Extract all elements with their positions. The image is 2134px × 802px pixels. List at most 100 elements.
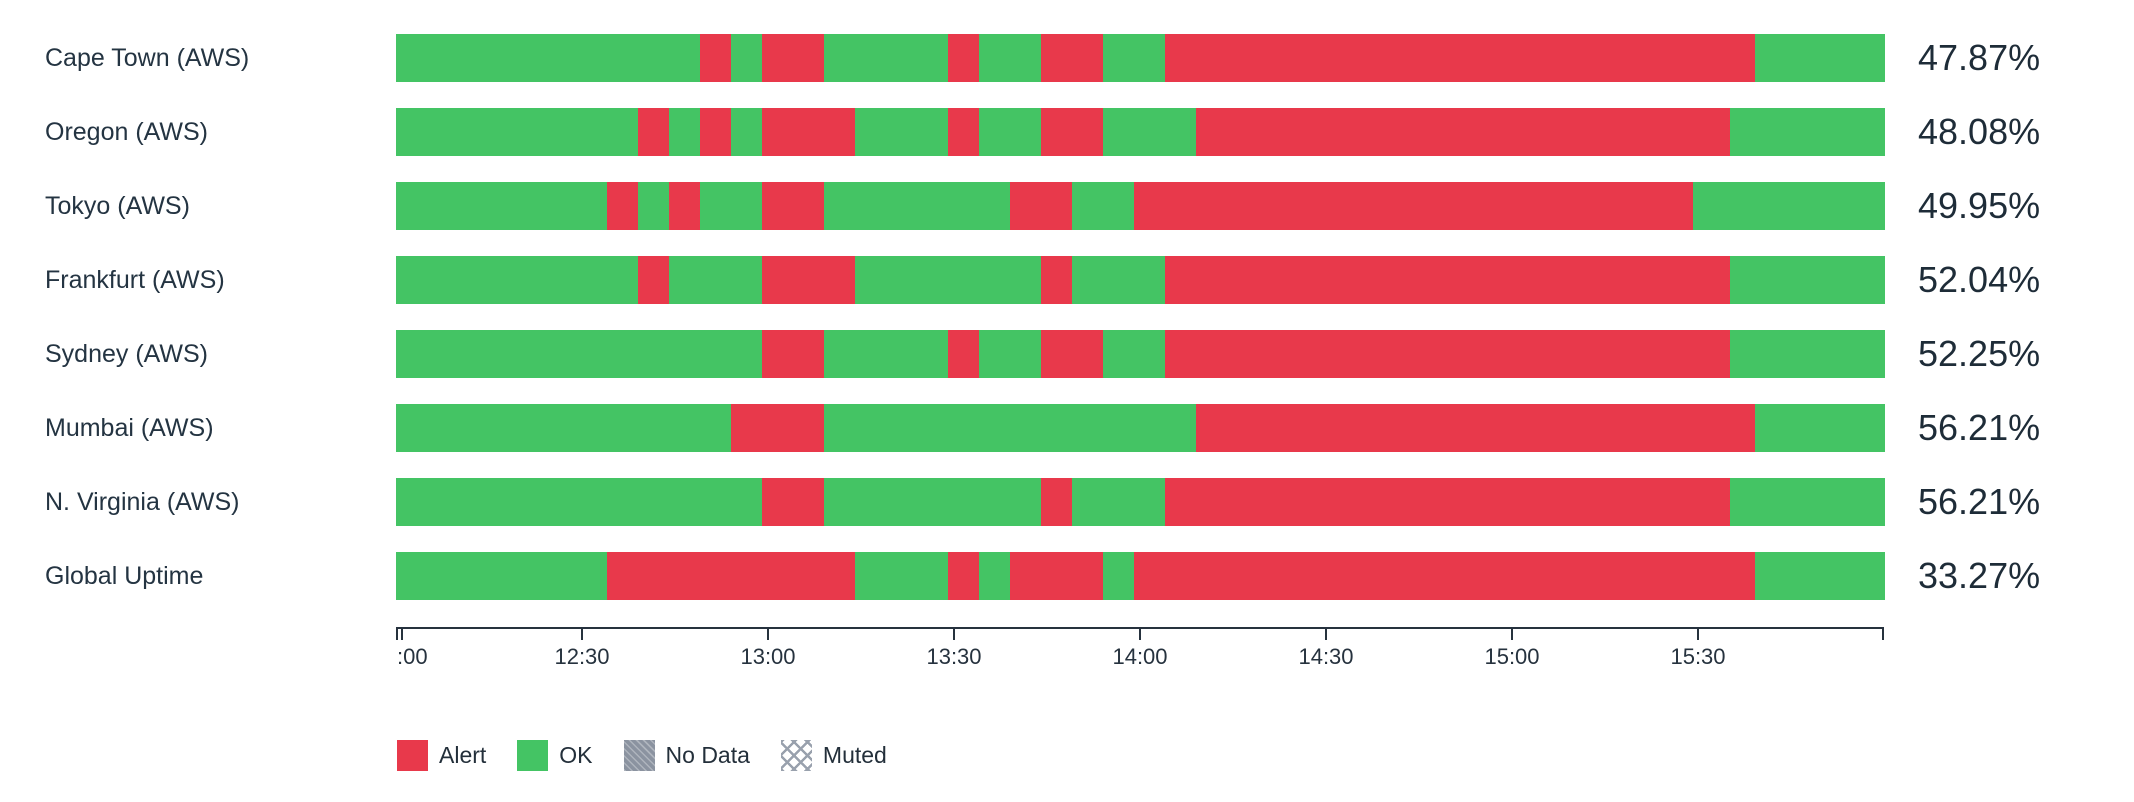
status-segment-alert[interactable] bbox=[606, 552, 856, 600]
status-segment-alert[interactable] bbox=[637, 108, 669, 156]
status-timeline-bar[interactable] bbox=[396, 478, 1885, 526]
status-segment-alert[interactable] bbox=[762, 330, 825, 378]
status-segment-ok[interactable] bbox=[1754, 404, 1885, 452]
status-timeline-bar[interactable] bbox=[396, 256, 1885, 304]
axis-tick bbox=[1325, 627, 1327, 640]
legend-item-muted[interactable]: Muted bbox=[780, 740, 887, 771]
status-segment-ok[interactable] bbox=[1729, 478, 1885, 526]
axis-tick-label: 14:30 bbox=[1298, 644, 1354, 669]
status-segment-ok[interactable] bbox=[979, 552, 1011, 600]
status-segment-ok[interactable] bbox=[396, 108, 638, 156]
status-segment-ok[interactable] bbox=[1692, 182, 1885, 230]
status-segment-ok[interactable] bbox=[855, 108, 949, 156]
status-segment-ok[interactable] bbox=[668, 256, 763, 304]
status-segment-alert[interactable] bbox=[762, 108, 856, 156]
status-segment-ok[interactable] bbox=[1754, 552, 1885, 600]
status-segment-alert[interactable] bbox=[700, 34, 732, 82]
status-timeline-bar[interactable] bbox=[396, 404, 1885, 452]
status-segment-alert[interactable] bbox=[1041, 330, 1104, 378]
status-segment-ok[interactable] bbox=[1072, 478, 1166, 526]
status-segment-alert[interactable] bbox=[637, 256, 669, 304]
row-label: Mumbai (AWS) bbox=[45, 413, 214, 442]
axis-tick-label: 13:30 bbox=[926, 644, 982, 669]
status-segment-alert[interactable] bbox=[606, 182, 638, 230]
status-segment-ok[interactable] bbox=[1103, 108, 1197, 156]
status-segment-ok[interactable] bbox=[824, 182, 1011, 230]
status-segment-ok[interactable] bbox=[396, 182, 607, 230]
status-segment-ok[interactable] bbox=[855, 552, 949, 600]
status-segment-alert[interactable] bbox=[948, 34, 980, 82]
status-segment-ok[interactable] bbox=[824, 404, 1197, 452]
axis-tick bbox=[1697, 627, 1699, 640]
status-segment-ok[interactable] bbox=[396, 404, 732, 452]
status-timeline-bar[interactable] bbox=[396, 330, 1885, 378]
status-segment-alert[interactable] bbox=[1165, 34, 1755, 82]
status-segment-ok[interactable] bbox=[979, 108, 1042, 156]
status-segment-alert[interactable] bbox=[1134, 182, 1693, 230]
status-segment-alert[interactable] bbox=[762, 182, 825, 230]
axis-tick bbox=[767, 627, 769, 640]
status-segment-alert[interactable] bbox=[948, 330, 980, 378]
axis-tick bbox=[953, 627, 955, 640]
status-segment-alert[interactable] bbox=[762, 478, 825, 526]
status-segment-alert[interactable] bbox=[1134, 552, 1755, 600]
status-segment-ok[interactable] bbox=[396, 34, 700, 82]
status-segment-ok[interactable] bbox=[979, 34, 1042, 82]
status-segment-ok[interactable] bbox=[979, 330, 1042, 378]
status-segment-alert[interactable] bbox=[1165, 256, 1730, 304]
status-segment-ok[interactable] bbox=[1729, 330, 1885, 378]
status-segment-ok[interactable] bbox=[700, 182, 763, 230]
status-segment-alert[interactable] bbox=[1041, 34, 1104, 82]
status-segment-ok[interactable] bbox=[1729, 256, 1885, 304]
legend-item-ok[interactable]: OK bbox=[517, 740, 593, 771]
status-segment-ok[interactable] bbox=[637, 182, 669, 230]
status-segment-ok[interactable] bbox=[1103, 330, 1166, 378]
status-segment-ok[interactable] bbox=[824, 478, 1042, 526]
status-segment-alert[interactable] bbox=[1041, 478, 1073, 526]
status-segment-alert[interactable] bbox=[700, 108, 732, 156]
row-label: Tokyo (AWS) bbox=[45, 191, 190, 220]
status-segment-ok[interactable] bbox=[396, 552, 607, 600]
uptime-percentage: 48.08% bbox=[1918, 111, 2041, 152]
status-segment-alert[interactable] bbox=[1165, 478, 1730, 526]
status-segment-alert[interactable] bbox=[948, 108, 980, 156]
status-segment-alert[interactable] bbox=[1010, 552, 1104, 600]
status-segment-ok[interactable] bbox=[396, 478, 763, 526]
status-segment-ok[interactable] bbox=[731, 34, 763, 82]
status-segment-ok[interactable] bbox=[1729, 108, 1885, 156]
status-segment-alert[interactable] bbox=[1165, 330, 1730, 378]
status-segment-alert[interactable] bbox=[731, 404, 825, 452]
status-segment-alert[interactable] bbox=[668, 182, 700, 230]
legend-item-no-data[interactable]: No Data bbox=[623, 740, 750, 771]
status-segment-alert[interactable] bbox=[948, 552, 980, 600]
status-row: N. Virginia (AWS) 56.21% bbox=[0, 478, 2134, 526]
status-segment-alert[interactable] bbox=[762, 34, 825, 82]
status-segment-ok[interactable] bbox=[396, 330, 763, 378]
status-segment-ok[interactable] bbox=[1103, 34, 1166, 82]
status-timeline-bar[interactable] bbox=[396, 108, 1885, 156]
status-segment-alert[interactable] bbox=[1010, 182, 1073, 230]
status-segment-ok[interactable] bbox=[1072, 182, 1135, 230]
status-segment-ok[interactable] bbox=[1072, 256, 1166, 304]
status-segment-ok[interactable] bbox=[1103, 552, 1135, 600]
status-segment-alert[interactable] bbox=[762, 256, 856, 304]
uptime-percentage: 47.87% bbox=[1918, 37, 2041, 78]
status-segment-alert[interactable] bbox=[1041, 108, 1104, 156]
status-timeline-bar[interactable] bbox=[396, 34, 1885, 82]
status-segment-ok[interactable] bbox=[668, 108, 700, 156]
legend-label: OK bbox=[559, 742, 593, 768]
status-segment-ok[interactable] bbox=[824, 330, 949, 378]
status-segment-ok[interactable] bbox=[1754, 34, 1885, 82]
status-segment-alert[interactable] bbox=[1041, 256, 1073, 304]
legend-item-alert[interactable]: Alert bbox=[397, 740, 486, 771]
status-segment-alert[interactable] bbox=[1196, 108, 1730, 156]
status-timeline-bar[interactable] bbox=[396, 182, 1885, 230]
status-segment-ok[interactable] bbox=[824, 34, 949, 82]
legend-swatch-ok bbox=[517, 740, 549, 771]
status-segment-ok[interactable] bbox=[396, 256, 638, 304]
status-segment-alert[interactable] bbox=[1196, 404, 1755, 452]
status-segment-ok[interactable] bbox=[731, 108, 763, 156]
status-segment-ok[interactable] bbox=[855, 256, 1042, 304]
legend-label: Alert bbox=[439, 742, 487, 768]
status-timeline-bar[interactable] bbox=[396, 552, 1885, 600]
